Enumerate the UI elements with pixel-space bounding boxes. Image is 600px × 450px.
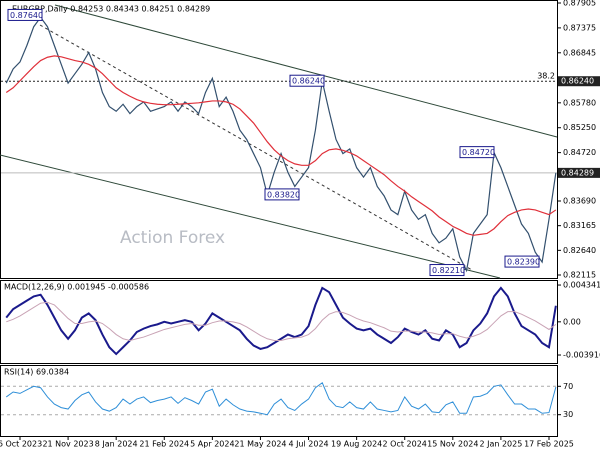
y-tick-label: 0.87375 xyxy=(563,23,596,32)
series-line xyxy=(5,55,557,236)
x-tick-label: 5 Apr 2024 xyxy=(190,440,234,449)
x-tick-label: 17 Feb 2025 xyxy=(524,440,574,449)
y-tick-label: 70 xyxy=(563,382,573,391)
y-tick-label: 0.86845 xyxy=(563,48,596,57)
x-tick-label: 2 Jan 2025 xyxy=(479,440,522,449)
chart-title: EURGBP,Daily 0.84253 0.84343 0.84251 0.8… xyxy=(12,5,210,14)
level-ratio: 38.2 xyxy=(537,72,555,81)
y-tick-label: 0.83165 xyxy=(563,221,596,230)
x-tick-label: 15 Nov 2024 xyxy=(427,440,478,449)
annotation-label: 0.86240 xyxy=(292,77,325,86)
watermark: Action Forex xyxy=(120,228,225,248)
annotation-label: 0.82390 xyxy=(507,258,540,267)
y-tick-label: 0.85250 xyxy=(563,123,596,132)
annotation-box xyxy=(289,74,325,87)
y-tick-label: 0.004341 xyxy=(563,281,600,290)
y-tick-label: 30 xyxy=(563,410,573,419)
price-tag xyxy=(558,167,600,178)
price-tag-label: 0.84289 xyxy=(561,168,594,177)
y-tick-label: 0.82115 xyxy=(563,271,596,280)
trend-line xyxy=(39,24,473,271)
annotation-label: 0.87640 xyxy=(10,11,43,20)
y-tick-label: 0.82640 xyxy=(563,246,596,255)
x-tick-label: 21 Feb 2024 xyxy=(139,440,189,449)
y-tick-label: 0.83690 xyxy=(563,197,596,206)
x-tick-label: 6 Oct 2023 xyxy=(0,440,42,449)
level-tag xyxy=(558,76,600,87)
annotation-label: 0.83820 xyxy=(267,190,300,199)
annotation-box xyxy=(504,255,540,268)
series-line xyxy=(5,286,557,356)
y-tick-label: 0.84720 xyxy=(563,148,596,157)
annotation-label: 0.84720 xyxy=(462,148,495,157)
series-line xyxy=(6,301,557,341)
annotation-box xyxy=(264,188,300,201)
level-tag-label: 0.86240 xyxy=(561,77,594,86)
lower-channel-line xyxy=(0,154,501,279)
upper-channel-line xyxy=(54,4,558,138)
annotation-box xyxy=(7,8,43,21)
y-tick-label: 0.00 xyxy=(563,317,581,326)
x-tick-label: 4 Jul 2024 xyxy=(288,440,328,449)
x-tick-label: 8 Jan 2024 xyxy=(95,440,138,449)
rsi-panel-frame xyxy=(0,365,558,437)
y-tick-label: -0.003916 xyxy=(563,351,600,360)
x-tick-label: 21 Nov 2023 xyxy=(42,440,93,449)
annotation-box xyxy=(429,264,465,277)
macd-title: MACD(12,26,9) 0.001945 -0.000586 xyxy=(4,283,149,292)
x-tick-label: 21 May 2024 xyxy=(234,440,286,449)
x-tick-label: 19 Aug 2024 xyxy=(331,440,382,449)
annotation-box xyxy=(459,146,495,159)
series-line xyxy=(5,381,557,416)
rsi-title: RSI(14) 69.0384 xyxy=(4,368,69,377)
annotation-label: 0.82210 xyxy=(432,266,465,275)
y-tick-label: 0.87905 xyxy=(563,0,596,8)
x-tick-label: 2 Oct 2024 xyxy=(383,440,427,449)
y-tick-label: 0.85780 xyxy=(563,98,596,107)
main-panel-frame xyxy=(0,0,558,279)
